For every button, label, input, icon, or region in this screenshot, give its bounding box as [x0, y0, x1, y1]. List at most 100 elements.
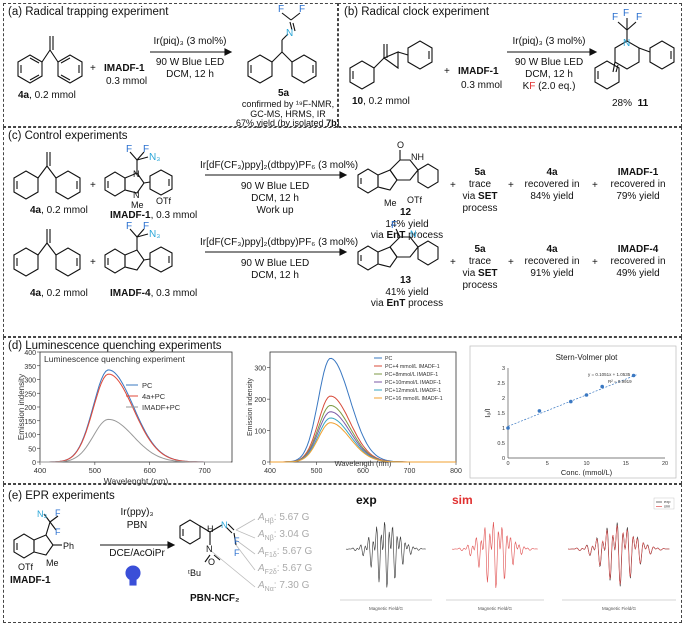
chart1-title: Luminescence quenching experiment — [44, 354, 185, 364]
c2-sub-label: 4a — [30, 288, 42, 299]
e-atom-h: H — [207, 524, 214, 534]
c1-plus: + — [90, 180, 96, 191]
chart1-ytick-label: 300 — [24, 378, 36, 385]
e-atom-f1: F — [55, 508, 61, 518]
epr-exp-xlabel: Magnetic Field/G — [369, 606, 404, 611]
e-atom-otf: OTf — [18, 562, 33, 572]
hfc-symbol: A — [258, 512, 265, 523]
c1-sub: 4a, 0.2 mmol — [30, 205, 88, 217]
c2-p2-via: via — [462, 268, 479, 279]
chart3-point — [569, 399, 573, 404]
hfc-sub: Nα — [264, 586, 274, 593]
chart2-ytick-label: 200 — [254, 397, 266, 404]
c1-p3: 4a — [546, 167, 558, 178]
epr-sim-xlabel: Magnetic Field/G — [478, 606, 513, 611]
epr-legend-box — [653, 497, 675, 510]
chart1-xlabel: Wavelenght (nm) — [104, 476, 169, 486]
product-5a — [247, 12, 317, 84]
chart2-legend-item: PC — [385, 356, 393, 362]
chart2-legend-item: PC+12mmol/L IMADF-1 — [385, 388, 441, 394]
chart3-ytick-label: 0.5 — [497, 441, 505, 447]
product-12-label: 12 — [400, 207, 412, 218]
chart1-legend-item: PC — [142, 381, 153, 390]
c1-atom-nh: NH — [411, 152, 424, 162]
c2-plus2: + — [450, 257, 456, 268]
c2-p2-l3: process — [462, 280, 498, 291]
c2-reagent-label: IMADF-4 — [110, 288, 151, 299]
chart3-eq: y = 0.1051x + 1.0535 — [588, 372, 631, 377]
panel-d-title: (d) Luminescence quenching experiments — [8, 340, 222, 352]
hfc-item: ANα: 7.30 G — [258, 580, 309, 594]
panel-a-sub: 4a, 0.2 mmol — [18, 90, 76, 102]
panel-b-reagent: IMADF-1 — [458, 66, 499, 77]
chart3-r2: R² = 0.9919 — [608, 379, 632, 384]
chart1-ytick-label: 150 — [24, 419, 36, 426]
epr-legend-item: sim — [664, 504, 671, 509]
chart2-ytick-label: 100 — [254, 429, 266, 436]
c2-plus: + — [90, 257, 96, 268]
panel-b-sub: 10, 0.2 mmol — [352, 96, 410, 108]
c2-atom-f2: F — [143, 221, 150, 232]
c1-cond2: DCM, 12 h — [251, 193, 299, 204]
sub-a-label: 4a — [18, 90, 30, 101]
c2-p-atom-n: N — [410, 229, 417, 239]
c2-p4-l2: 49% yield — [616, 268, 660, 279]
chart1-xtick-label: 500 — [89, 466, 102, 475]
c2-p3: 4a — [546, 244, 558, 255]
chart1-series-line — [40, 418, 231, 463]
substrate-10 — [349, 40, 433, 90]
chart2-legend-item: PC+8mmol/L IMADF-1 — [385, 372, 438, 378]
chart3-ytick-label: 2 — [502, 396, 505, 402]
chart1-ytick-label: 350 — [24, 364, 36, 371]
c2-plus3: + — [508, 257, 514, 268]
epr-sim-trace — [451, 521, 538, 588]
hfc-value: : 5.67 G — [276, 563, 313, 574]
chart2-legend-item: PC+16 mmol/L IMADF-1 — [385, 396, 443, 402]
c2-reagent: IMADF-4, 0.3 mmol — [110, 288, 197, 300]
chart3-ytick-label: 1 — [502, 426, 505, 432]
c1-p2-l1: trace — [468, 179, 492, 190]
c1-atom-me: Me — [131, 200, 144, 210]
cond3-f: F — [529, 81, 536, 92]
atom-n-a: N — [286, 28, 294, 39]
panel-b-cond2: DCM, 12 h — [525, 69, 573, 80]
panel-a-cond1: 90 W Blue LED — [155, 57, 225, 68]
panel-b-cond3: KF (2.0 eq.) — [505, 81, 593, 93]
c2-prod-via: via EnT process — [365, 298, 449, 310]
product-11-label: 11 — [637, 98, 649, 109]
chart1-xtick-label: 600 — [143, 466, 156, 475]
c1-atom-otf: OTf — [156, 196, 171, 206]
hfc-item: AF2δ: 5.67 G — [258, 563, 312, 577]
product-13-label: 13 — [400, 275, 412, 286]
hfc-item: AF1δ: 5.67 G — [258, 546, 312, 560]
diphenylethylene-c1 — [13, 152, 81, 200]
sub-b-amt: , 0.2 mmol — [363, 96, 410, 107]
hfc-value: : 7.30 G — [273, 580, 310, 591]
sub-b-label: 10 — [352, 96, 364, 107]
c1-p2-l2: via SET — [456, 191, 504, 203]
e-cond1: PBN — [126, 520, 148, 531]
cond3-k: K — [522, 81, 530, 92]
e-atom-f2: F — [55, 527, 61, 537]
panel-b-title: (b) Radical clock experiment — [344, 6, 490, 18]
c1-prod-yield: 14% yield — [385, 219, 429, 230]
c1-reagent-label: IMADF-1 — [110, 210, 151, 221]
hfc-symbol: A — [258, 563, 265, 574]
chart2-xlabel: Wavelength (nm) — [335, 459, 392, 468]
c2-p3-l2: 91% yield — [530, 268, 574, 279]
c2-p-atom-f: F — [391, 220, 398, 231]
chart3-xtick-label: 20 — [662, 461, 668, 467]
hfc-symbol: A — [258, 546, 265, 557]
chart3-point — [506, 426, 510, 430]
chart2-xtick-label: 700 — [404, 468, 416, 475]
e-reagent: IMADF-1 — [10, 575, 51, 586]
chart3-ytick-label: 2.5 — [497, 381, 505, 387]
chart1-legend-item: 4a+PC — [142, 392, 166, 401]
hfc-item: AHβ: 5.67 G — [258, 512, 309, 526]
c1-p2-set: SET — [478, 191, 498, 202]
e-atom-n-pbn: N — [206, 544, 213, 554]
chart2-xtick-label: 600 — [357, 468, 369, 475]
